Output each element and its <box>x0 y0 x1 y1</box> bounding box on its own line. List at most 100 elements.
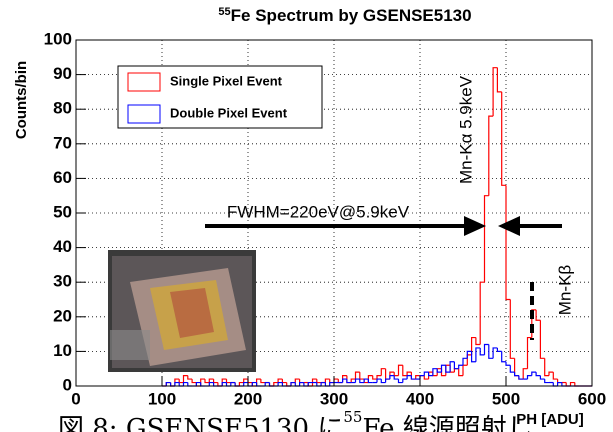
histogram-bin <box>557 381 562 386</box>
histogram-bin <box>359 372 365 380</box>
histogram-bin <box>273 381 279 386</box>
y-tick-label: 80 <box>53 99 72 118</box>
histogram-bin <box>423 375 429 380</box>
histogram-bin <box>475 347 481 362</box>
x-tick-label: 400 <box>406 389 434 408</box>
histogram-bin <box>569 381 575 386</box>
histogram-bin <box>204 379 210 384</box>
histogram-bin <box>281 379 287 384</box>
histogram-bin <box>277 381 283 386</box>
y-tick-label: 30 <box>53 272 72 291</box>
histogram-bin <box>440 368 446 377</box>
histogram-bin <box>372 375 377 380</box>
histogram-bin <box>187 375 193 380</box>
histogram-bin <box>320 381 326 386</box>
x-axis-label: PH [ADU] <box>516 411 584 428</box>
histogram-bin <box>419 375 425 380</box>
histogram-bin <box>182 375 188 383</box>
histogram-bin <box>264 381 270 386</box>
histogram-bin <box>492 347 498 359</box>
y-axis-label: Counts/bin <box>13 61 30 139</box>
plot-frame <box>75 39 593 387</box>
histogram-bin <box>458 364 463 369</box>
histogram-bin <box>363 378 369 383</box>
histogram-bin <box>221 381 227 386</box>
histogram-bin <box>385 378 390 383</box>
histogram-bin <box>488 344 494 359</box>
chart-title: 55Fe Spectrum by GSENSE5130 <box>218 6 471 26</box>
histogram-bin <box>316 379 322 384</box>
histogram-bin <box>483 195 489 283</box>
histogram-bin <box>380 368 386 376</box>
fwhm-arrows <box>205 216 562 236</box>
histogram-bin <box>406 375 412 380</box>
histogram-bin <box>234 382 240 387</box>
histogram-bin <box>526 375 532 380</box>
histogram-bin <box>548 371 554 376</box>
histogram-bin <box>453 361 459 370</box>
histogram-bin <box>307 381 313 386</box>
histogram-bin <box>225 379 231 384</box>
histogram-bin <box>445 365 451 373</box>
histogram-bin <box>277 378 283 383</box>
histogram-bin <box>256 382 261 387</box>
histogram-bin <box>466 350 472 359</box>
histogram-bin <box>354 378 360 383</box>
histogram-bin <box>170 382 175 387</box>
histogram-bin <box>230 381 236 386</box>
title-text: Fe Spectrum by GSENSE5130 <box>231 6 472 25</box>
y-tick-label: 50 <box>53 202 72 221</box>
histogram-bin <box>544 379 549 384</box>
histogram-bin <box>247 379 253 384</box>
kbeta-annotation: Mn-Kβ <box>555 265 574 316</box>
histogram-bin <box>479 281 485 345</box>
histogram-bin <box>432 368 438 376</box>
y-tick-label: 10 <box>53 341 72 360</box>
histogram-bin <box>290 381 296 386</box>
histogram-bin <box>256 378 261 386</box>
histogram-bin <box>488 115 494 196</box>
caption-suffix: Fe 線源照射し <box>362 414 532 432</box>
histogram-bin <box>294 378 300 383</box>
histogram-bin <box>471 336 476 355</box>
histogram-bin <box>174 381 180 386</box>
histogram-bin <box>479 347 485 356</box>
legend-swatch <box>127 72 161 92</box>
histogram-bin <box>471 351 476 363</box>
histogram-bin <box>432 372 438 377</box>
histogram-bin <box>294 382 300 387</box>
histogram-bin <box>208 381 214 386</box>
histogram-bin <box>406 371 412 376</box>
histogram-bin <box>359 379 365 384</box>
histogram-bin <box>213 379 218 384</box>
histogram-bin <box>191 379 197 384</box>
histogram-bin <box>410 372 416 380</box>
x-tick-label: 200 <box>234 389 262 408</box>
histogram-bin <box>324 382 330 387</box>
histogram-bin <box>380 379 386 384</box>
x-tick-label: 600 <box>578 389 606 408</box>
histogram-bin <box>402 365 408 377</box>
histogram-bin <box>492 67 498 117</box>
histogram-bin <box>428 372 433 377</box>
x-tick-label: 500 <box>492 389 520 408</box>
y-tick-label: 90 <box>53 64 72 83</box>
x-tick-label: 100 <box>148 389 176 408</box>
histogram-bin <box>195 381 201 386</box>
histogram-bin <box>324 378 330 383</box>
peak-annotation: Mn-Kα 5.9keV <box>456 75 475 184</box>
histogram-bin <box>526 336 532 369</box>
x-tick-label: 0 <box>71 389 80 408</box>
x-tick-label: 300 <box>320 389 348 408</box>
legend-swatch <box>127 104 161 124</box>
fwhm-annotation: FWHM=220eV@5.9keV <box>227 202 410 221</box>
y-tick-label: 100 <box>44 29 72 48</box>
histogram-bin <box>440 364 446 373</box>
histogram-bin <box>483 343 489 355</box>
histogram-bin <box>518 375 524 380</box>
y-tick-label: 60 <box>53 168 72 187</box>
histogram-bin <box>385 368 390 380</box>
histogram-bin <box>243 378 248 383</box>
histogram-bin <box>393 372 399 377</box>
